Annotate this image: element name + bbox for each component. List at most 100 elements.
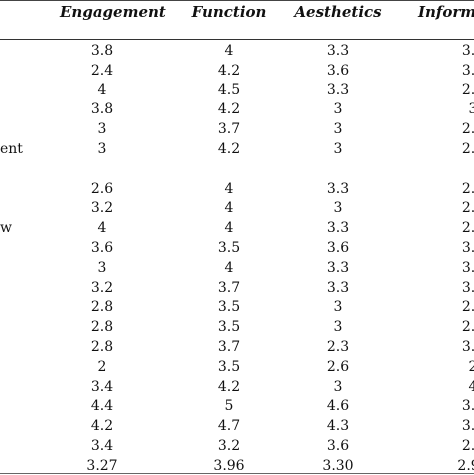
cell-aesthetics: 3	[333, 200, 343, 216]
cell-engagement: 3.8	[90, 43, 114, 59]
cell-aesthetics: 3.6	[326, 63, 350, 79]
cell-function: 3.7	[217, 280, 241, 296]
cell-engagement: 3.2	[90, 280, 114, 296]
table-row: 2.4 4.2 3.6 3.2	[0, 62, 474, 80]
cell-information: 2.5	[461, 319, 474, 335]
table-row: 3 3.7 3 2.7	[0, 120, 474, 138]
cell-engagement: 4.2	[90, 418, 114, 434]
cell-function: 4	[224, 43, 234, 59]
table-row: 3.6 3.5 3.6 3.2	[0, 239, 474, 257]
cell-function: 3.7	[217, 121, 241, 137]
cell-engagement: 3.4	[90, 438, 114, 454]
row-label	[0, 81, 40, 99]
table-header-rule	[0, 39, 474, 40]
table-row: 2.8 3.7 2.3 3.5	[0, 338, 474, 356]
cell-information: 3.2	[461, 63, 474, 79]
cell-information: 3.2	[461, 240, 474, 256]
table-row: 2 3.5 2.6 2	[0, 358, 474, 376]
header-aesthetics: Aesthetics	[294, 3, 382, 21]
cell-function: 3.5	[217, 299, 241, 315]
cell-function: 3.5	[217, 240, 241, 256]
table-row: 4.2 4.7 4.3 3.5	[0, 417, 474, 435]
cell-information: 3.3	[461, 260, 474, 276]
row-label	[0, 180, 40, 198]
cell-engagement: 4	[97, 220, 107, 236]
cell-aesthetics: 3	[333, 379, 343, 395]
cell-engagement: 2.8	[90, 299, 114, 315]
cell-aesthetics: 3	[333, 299, 343, 315]
row-label	[0, 417, 40, 435]
row-label	[0, 279, 40, 297]
table-row: 2.6 4 3.3 2.4	[0, 180, 474, 198]
table-row: 4.4 5 4.6 3.7	[0, 397, 474, 415]
row-label	[0, 62, 40, 80]
table-row: 4 4.5 3.3 2.4	[0, 81, 474, 99]
cell-aesthetics: 3.3	[326, 280, 350, 296]
table-row: 3 4 3.3 3.3	[0, 259, 474, 277]
cell-function: 4.2	[217, 141, 241, 157]
cell-aesthetics: 3	[333, 101, 343, 117]
cell-information: 3.5	[461, 418, 474, 434]
table-row: ent 3 4.2 3 2.7	[0, 140, 474, 158]
cell-aesthetics: 2.3	[326, 339, 350, 355]
table-row: 3.2 4 3 2.5	[0, 199, 474, 217]
cell-aesthetics: 4.3	[326, 418, 350, 434]
table-row: 3.8 4 3.3 3.2	[0, 42, 474, 60]
cell-engagement: 2.6	[90, 181, 114, 197]
row-label	[0, 378, 40, 396]
cell-function: 4	[224, 200, 234, 216]
row-label	[0, 298, 40, 316]
row-label	[0, 437, 40, 455]
row-label: ent	[0, 141, 23, 157]
row-label	[0, 42, 40, 60]
table-row: 3.4 3.2 3.6 2.8	[0, 437, 474, 455]
row-label	[0, 397, 40, 415]
cell-engagement: 2	[97, 359, 107, 375]
cell-function: 4.2	[217, 379, 241, 395]
header-information: Informa	[418, 3, 474, 21]
cell-engagement: 2.8	[90, 339, 114, 355]
cell-aesthetics: 3.6	[326, 240, 350, 256]
cell-information: 3.5	[461, 339, 474, 355]
cell-engagement: 4	[97, 82, 107, 98]
cell-information: 2.4	[461, 181, 474, 197]
table-row: 3.8 4.2 3 3	[0, 100, 474, 118]
cell-information: 2.96	[457, 458, 474, 474]
cell-engagement: 3.2	[90, 200, 114, 216]
cell-engagement: 3	[97, 121, 107, 137]
cell-information: 3.2	[461, 280, 474, 296]
cell-function: 4.2	[217, 101, 241, 117]
cell-aesthetics: 3.6	[326, 438, 350, 454]
cell-information: 2.4	[461, 82, 474, 98]
cell-engagement: 3.6	[90, 240, 114, 256]
cell-engagement: 2.4	[90, 63, 114, 79]
row-label	[0, 199, 40, 217]
cell-aesthetics: 3.3	[326, 220, 350, 236]
cell-function: 4	[224, 220, 234, 236]
table-row: 2.8 3.5 3 2.5	[0, 298, 474, 316]
cell-aesthetics: 3	[333, 141, 343, 157]
cell-information: 3	[468, 101, 474, 117]
cell-function: 3.96	[213, 458, 245, 474]
row-label: w	[0, 220, 12, 236]
cell-information: 2.8	[461, 438, 474, 454]
cell-function: 3.5	[217, 319, 241, 335]
table-top-rule	[0, 0, 474, 1]
row-label	[0, 100, 40, 118]
table-row: 3.4 4.2 3 4	[0, 378, 474, 396]
cell-aesthetics: 3.30	[322, 458, 354, 474]
cell-engagement: 3.27	[86, 458, 118, 474]
header-function: Function	[191, 3, 267, 21]
table-row: 3.2 3.7 3.3 3.2	[0, 279, 474, 297]
header-engagement: Engagement	[60, 3, 166, 21]
cell-information: 2.7	[461, 220, 474, 236]
cell-information: 3.7	[461, 398, 474, 414]
cell-engagement: 3.8	[90, 101, 114, 117]
cell-aesthetics: 4.6	[326, 398, 350, 414]
cell-aesthetics: 3.3	[326, 43, 350, 59]
row-label	[0, 318, 40, 336]
cell-aesthetics: 3.3	[326, 260, 350, 276]
cell-information: 2.5	[461, 200, 474, 216]
cell-information: 2	[468, 359, 474, 375]
cell-information: 2.5	[461, 299, 474, 315]
